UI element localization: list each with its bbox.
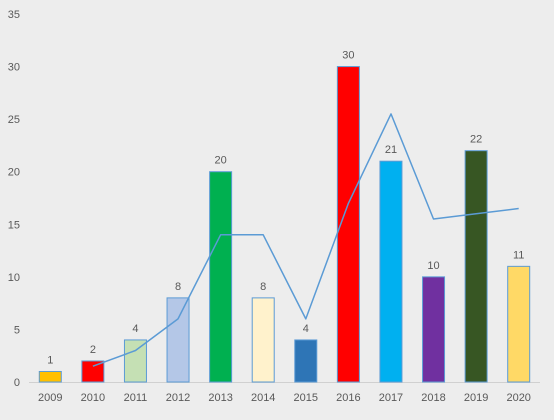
data-label: 4: [303, 323, 309, 335]
line-series-group: [92, 113, 519, 367]
y-tick-label: 35: [8, 9, 20, 21]
x-tick-label: 2019: [464, 392, 488, 404]
x-tick-label: 2010: [81, 392, 105, 404]
data-label: 8: [260, 281, 266, 293]
y-axis-ticks: 0 5 10 15 20 25 30 35: [8, 9, 20, 389]
data-label: 22: [470, 134, 482, 146]
data-label: 20: [215, 155, 227, 167]
y-tick-label: 25: [8, 114, 20, 126]
x-tick-label: 2015: [294, 392, 318, 404]
x-tick-label: 2013: [208, 392, 232, 404]
bar-2017: [379, 160, 403, 383]
y-tick-label: 20: [8, 167, 20, 179]
bar-2020: [507, 265, 531, 383]
bar-2019: [464, 150, 488, 383]
y-tick-label: 0: [14, 377, 20, 389]
bars-group: [38, 66, 531, 383]
x-tick-label: 2018: [421, 392, 445, 404]
x-tick-label: 2012: [166, 392, 190, 404]
bar-2009: [38, 370, 62, 383]
y-tick-label: 30: [8, 62, 20, 74]
data-label: 11: [513, 249, 524, 261]
x-tick-label: 2011: [124, 392, 148, 404]
bar-2018: [422, 276, 446, 383]
bar-2012: [166, 297, 190, 383]
data-label: 21: [385, 144, 397, 156]
bar-2013: [209, 171, 233, 383]
bar-2010: [81, 360, 105, 383]
data-label: 2: [90, 344, 96, 356]
y-tick-label: 15: [8, 219, 20, 231]
line-series: [92, 113, 519, 367]
data-label: 30: [342, 50, 354, 62]
x-tick-label: 2014: [251, 392, 275, 404]
data-label: 8: [175, 281, 181, 293]
bar-2014: [251, 297, 275, 383]
x-tick-label: 2020: [506, 392, 530, 404]
y-tick-label: 10: [8, 272, 20, 284]
data-label: 10: [427, 260, 439, 272]
x-tick-label: 2009: [38, 392, 62, 404]
bar-2011: [123, 339, 147, 383]
x-tick-label: 2017: [379, 392, 403, 404]
data-label: 4: [132, 323, 138, 335]
y-tick-label: 5: [14, 324, 20, 336]
bar-2016: [336, 66, 360, 383]
x-tick-label: 2016: [336, 392, 360, 404]
data-labels-group: 1 2 4 8 20 8 4 30 21 10 22 11: [47, 50, 524, 367]
bar-2015: [294, 339, 318, 383]
data-label: 1: [47, 354, 53, 366]
x-axis-ticks: 2009 2010 2011 2012 2013 2014 2015 2016 2017 2018…: [38, 392, 531, 404]
